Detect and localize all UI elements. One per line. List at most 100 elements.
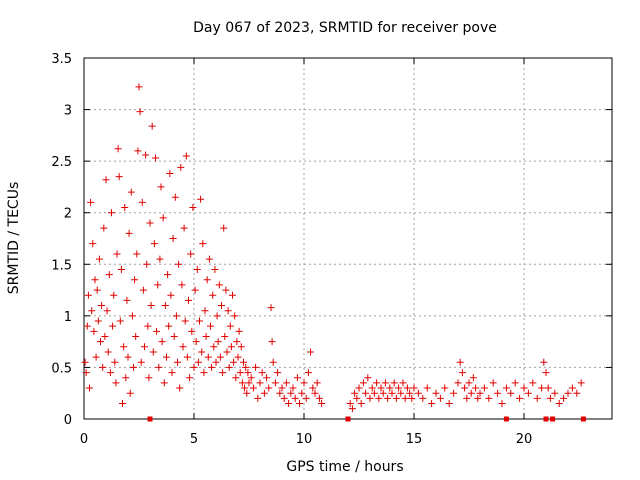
data-point bbox=[252, 363, 260, 371]
data-point bbox=[384, 394, 392, 402]
data-point bbox=[82, 369, 90, 377]
data-point bbox=[179, 343, 187, 351]
y-tick-label: 0 bbox=[64, 413, 72, 428]
data-point bbox=[458, 369, 466, 377]
data-point bbox=[375, 394, 383, 402]
data-point bbox=[386, 384, 394, 392]
data-point bbox=[445, 400, 453, 408]
data-point bbox=[231, 312, 239, 320]
data-point bbox=[307, 348, 315, 356]
data-point bbox=[220, 224, 228, 232]
data-point bbox=[141, 343, 148, 351]
data-point bbox=[351, 389, 359, 397]
data-point bbox=[101, 332, 109, 340]
data-point bbox=[94, 317, 102, 325]
data-point bbox=[390, 379, 398, 387]
data-point bbox=[175, 260, 183, 268]
data-point bbox=[137, 358, 145, 366]
data-point bbox=[183, 353, 191, 361]
data-point bbox=[213, 312, 221, 320]
data-point bbox=[215, 281, 223, 289]
data-point bbox=[564, 389, 572, 397]
data-point bbox=[480, 384, 488, 392]
data-point bbox=[233, 338, 241, 346]
data-point bbox=[152, 154, 159, 162]
data-point bbox=[84, 291, 92, 299]
data-point bbox=[194, 358, 202, 366]
data-point bbox=[242, 363, 250, 371]
data-point bbox=[155, 363, 163, 371]
data-point bbox=[436, 394, 444, 402]
data-point bbox=[197, 195, 205, 203]
data-point bbox=[408, 394, 416, 402]
data-point bbox=[463, 394, 471, 402]
data-point bbox=[256, 379, 264, 387]
data-point bbox=[211, 265, 219, 273]
data-point bbox=[401, 394, 409, 402]
data-point bbox=[147, 416, 153, 422]
data-point bbox=[180, 224, 188, 232]
data-point bbox=[287, 389, 295, 397]
data-point bbox=[163, 353, 170, 361]
data-point bbox=[92, 353, 100, 361]
data-point bbox=[285, 400, 293, 408]
y-tick-label: 0.5 bbox=[51, 361, 72, 376]
data-point bbox=[158, 338, 166, 346]
data-point bbox=[203, 276, 211, 284]
data-point bbox=[182, 152, 190, 160]
data-point bbox=[164, 271, 172, 279]
data-point bbox=[210, 343, 218, 351]
data-point bbox=[249, 384, 257, 392]
data-point bbox=[543, 416, 549, 422]
data-point bbox=[403, 384, 411, 392]
data-point bbox=[268, 338, 276, 346]
data-point bbox=[511, 379, 519, 387]
data-point bbox=[111, 358, 119, 366]
data-point bbox=[474, 394, 482, 402]
data-point bbox=[247, 374, 255, 382]
x-tick-label: 5 bbox=[190, 432, 198, 447]
data-point bbox=[357, 400, 365, 408]
data-point bbox=[489, 379, 497, 387]
data-point bbox=[311, 389, 319, 397]
data-point bbox=[238, 379, 246, 387]
data-point bbox=[544, 384, 552, 392]
data-point bbox=[165, 322, 173, 330]
data-point bbox=[185, 296, 192, 304]
data-point bbox=[109, 322, 117, 330]
data-point bbox=[200, 369, 208, 377]
data-point bbox=[143, 260, 151, 268]
data-point bbox=[313, 379, 321, 387]
data-point bbox=[170, 332, 178, 340]
data-point bbox=[276, 389, 284, 397]
data-point bbox=[169, 235, 177, 242]
data-point bbox=[263, 374, 271, 382]
data-point bbox=[153, 327, 161, 335]
data-point bbox=[181, 317, 189, 325]
data-point bbox=[167, 291, 175, 299]
data-point bbox=[461, 384, 469, 392]
data-point bbox=[138, 198, 146, 206]
data-point bbox=[298, 389, 306, 397]
data-point bbox=[222, 286, 230, 294]
data-point bbox=[187, 250, 195, 258]
data-point bbox=[225, 363, 233, 371]
data-point bbox=[359, 379, 367, 387]
data-point bbox=[149, 348, 157, 356]
data-point bbox=[577, 379, 585, 387]
data-point bbox=[119, 400, 126, 408]
data-point bbox=[178, 281, 186, 289]
data-point bbox=[309, 384, 317, 392]
data-point bbox=[190, 363, 198, 371]
data-point bbox=[100, 224, 108, 232]
data-point bbox=[124, 353, 132, 361]
data-point bbox=[93, 286, 101, 294]
data-point bbox=[520, 384, 528, 392]
data-point bbox=[348, 405, 356, 413]
data-point bbox=[346, 400, 354, 408]
data-point bbox=[540, 358, 548, 366]
data-point bbox=[355, 384, 363, 392]
data-point bbox=[373, 379, 381, 387]
data-point bbox=[293, 374, 301, 382]
data-point bbox=[302, 394, 310, 402]
